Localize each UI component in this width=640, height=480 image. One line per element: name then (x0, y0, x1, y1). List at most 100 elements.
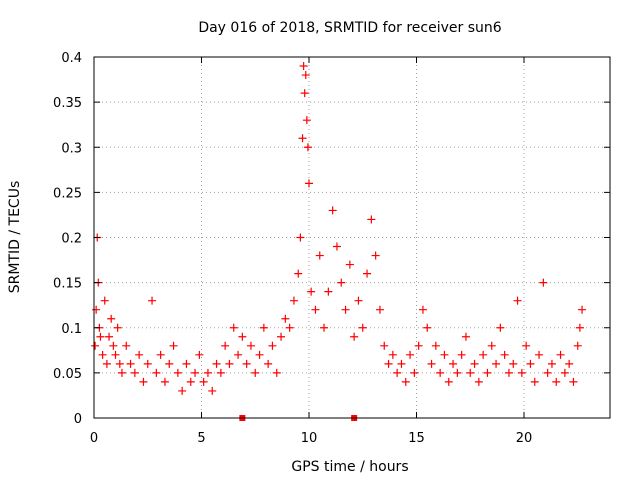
data-point (427, 359, 436, 368)
data-point (113, 323, 122, 332)
y-tick-label: 0.15 (53, 277, 82, 292)
data-point (431, 341, 440, 350)
data-point (272, 368, 281, 377)
data-point (301, 71, 310, 80)
data-point (281, 314, 290, 323)
data-point (401, 377, 410, 386)
y-tick-label: 0.3 (61, 141, 82, 156)
data-points (91, 62, 587, 421)
data-point (191, 368, 200, 377)
data-point (238, 332, 247, 341)
x-axis-label: GPS time / hours (291, 459, 408, 475)
y-tick-label: 0 (74, 412, 82, 427)
data-point (350, 332, 359, 341)
x-tick-label: 10 (301, 431, 318, 446)
data-point (504, 368, 513, 377)
data-point (139, 377, 148, 386)
data-point (117, 368, 126, 377)
data-point (102, 359, 111, 368)
data-point (255, 350, 264, 359)
data-point (341, 305, 350, 314)
data-point (397, 359, 406, 368)
data-point (289, 296, 298, 305)
data-point (358, 323, 367, 332)
data-point (122, 341, 131, 350)
data-point (135, 350, 144, 359)
data-point (453, 368, 462, 377)
data-point (126, 359, 135, 368)
data-point (203, 368, 212, 377)
data-point (130, 368, 139, 377)
data-point (573, 341, 582, 350)
data-point (173, 368, 182, 377)
data-point (539, 278, 548, 287)
data-point (552, 377, 561, 386)
data-point (259, 323, 268, 332)
data-point (212, 359, 221, 368)
data-point (315, 251, 324, 260)
data-point (556, 350, 565, 359)
y-axis-label: SRMTID / TECUs (7, 181, 23, 294)
data-point (371, 251, 380, 260)
data-point (148, 296, 157, 305)
data-point (509, 359, 518, 368)
data-point (186, 377, 195, 386)
data-point (251, 368, 260, 377)
data-point (229, 323, 238, 332)
data-point (264, 359, 273, 368)
x-tick-label: 5 (197, 431, 205, 446)
data-point (320, 323, 329, 332)
data-point (195, 350, 204, 359)
data-point (300, 89, 309, 98)
data-point (332, 242, 341, 251)
data-point (182, 359, 191, 368)
data-point (143, 359, 152, 368)
data-point (199, 377, 208, 386)
data-point (449, 359, 458, 368)
data-point (492, 359, 501, 368)
data-point (457, 350, 466, 359)
data-point (109, 341, 118, 350)
data-point (208, 386, 217, 395)
data-point (414, 341, 423, 350)
data-point (299, 62, 308, 71)
data-point (303, 143, 312, 152)
y-tick-label: 0.4 (61, 51, 82, 66)
data-point (92, 305, 101, 314)
data-point (221, 341, 230, 350)
data-point (307, 287, 316, 296)
y-tick-label: 0.35 (53, 96, 82, 111)
data-point (277, 332, 286, 341)
data-point (436, 368, 445, 377)
data-point (388, 350, 397, 359)
data-point (423, 323, 432, 332)
data-point (328, 206, 337, 215)
x-tick-label: 15 (408, 431, 425, 446)
data-point (375, 305, 384, 314)
data-point (496, 323, 505, 332)
data-point (91, 341, 100, 350)
data-point (440, 350, 449, 359)
x-tick-label: 0 (90, 431, 98, 446)
data-point (522, 341, 531, 350)
data-point (560, 368, 569, 377)
data-point (479, 350, 488, 359)
data-point (115, 359, 124, 368)
y-tick-label: 0.25 (53, 186, 82, 201)
data-point (156, 350, 165, 359)
data-point (107, 314, 116, 323)
data-point (302, 116, 311, 125)
data-point (526, 359, 535, 368)
data-point (384, 359, 393, 368)
data-point (444, 377, 453, 386)
data-point (474, 377, 483, 386)
y-tick-label: 0.1 (61, 322, 82, 337)
data-point (246, 341, 255, 350)
data-point (578, 305, 587, 314)
data-point (98, 350, 107, 359)
grid-lines (94, 57, 610, 418)
data-point (547, 359, 556, 368)
data-point (406, 350, 415, 359)
data-point (535, 350, 544, 359)
data-point (298, 134, 307, 143)
